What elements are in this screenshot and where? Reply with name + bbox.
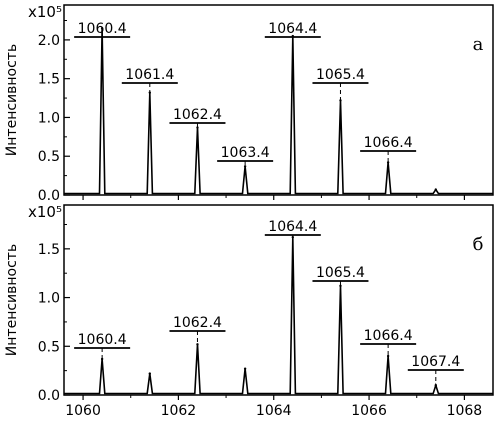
- peak-point: [386, 354, 390, 358]
- y-tick-label: 1.5: [38, 72, 60, 88]
- peak-label: 1062.4: [173, 315, 222, 331]
- y-tick-label: 1.0: [38, 291, 60, 307]
- plot-frame: [63, 4, 494, 196]
- x-tick-label: 1064: [256, 403, 292, 419]
- y-multiplier: x10⁵: [28, 203, 62, 221]
- x-tick-label: 1060: [65, 403, 101, 419]
- peak-point: [196, 126, 199, 129]
- peak-point: [386, 161, 390, 164]
- peak-point: [434, 188, 437, 191]
- panel-b: 0.0 0.5 1.0 1.5 1060 1062 1064 1066 1068 Интенсив…: [4, 203, 494, 419]
- peak-point: [148, 372, 151, 375]
- spectrum-trace: [64, 28, 493, 195]
- peak-point: [339, 284, 342, 288]
- peak-label: 1064.4: [268, 219, 317, 235]
- spectrum-trace: [64, 237, 493, 395]
- x-tick-label: 1066: [351, 403, 387, 419]
- y-multiplier: x10⁵: [28, 3, 62, 21]
- y-tick-label: 0.0: [38, 388, 60, 404]
- peak-point: [148, 91, 151, 94]
- y-axis-label: Интенсивность: [4, 244, 20, 356]
- y-axis-label: Интенсивность: [4, 44, 20, 156]
- peak-label: 1060.4: [78, 21, 127, 37]
- peak-label: 1065.4: [316, 67, 365, 83]
- peak-point: [196, 343, 199, 346]
- peak-point: [243, 165, 247, 168]
- y-tick-label: 0.5: [38, 149, 60, 165]
- y-tick-label: 0.5: [38, 339, 60, 355]
- peak-label: 1060.4: [78, 332, 127, 348]
- panel-letter: а: [473, 34, 484, 55]
- peak-label: 1066.4: [364, 135, 413, 151]
- peak-label: 1062.4: [173, 107, 222, 123]
- plot-frame: [63, 204, 494, 396]
- panel-letter: б: [473, 234, 484, 255]
- x-tick-label: 1062: [161, 403, 197, 419]
- peak-label: 1066.4: [364, 328, 413, 344]
- y-tick-label: 2.0: [38, 33, 60, 49]
- peak-point: [243, 367, 247, 370]
- x-tick-label: 1068: [447, 403, 483, 419]
- peak-point: [100, 27, 104, 30]
- y-tick-label: 1.5: [38, 242, 60, 258]
- peak-label: 1063.4: [221, 145, 270, 161]
- peak-label: 1061.4: [125, 67, 174, 83]
- peak-label: 1064.4: [268, 21, 317, 37]
- peak-label: 1067.4: [411, 354, 460, 370]
- y-tick-label: 1.0: [38, 110, 60, 126]
- y-tick-label: 0.0: [38, 188, 60, 204]
- peak-label: 1065.4: [316, 265, 365, 281]
- panel-a: 0.0 0.5 1.0 1.5 2.0 Интенсивность x10⁵ а 1060.4 1…: [4, 3, 494, 204]
